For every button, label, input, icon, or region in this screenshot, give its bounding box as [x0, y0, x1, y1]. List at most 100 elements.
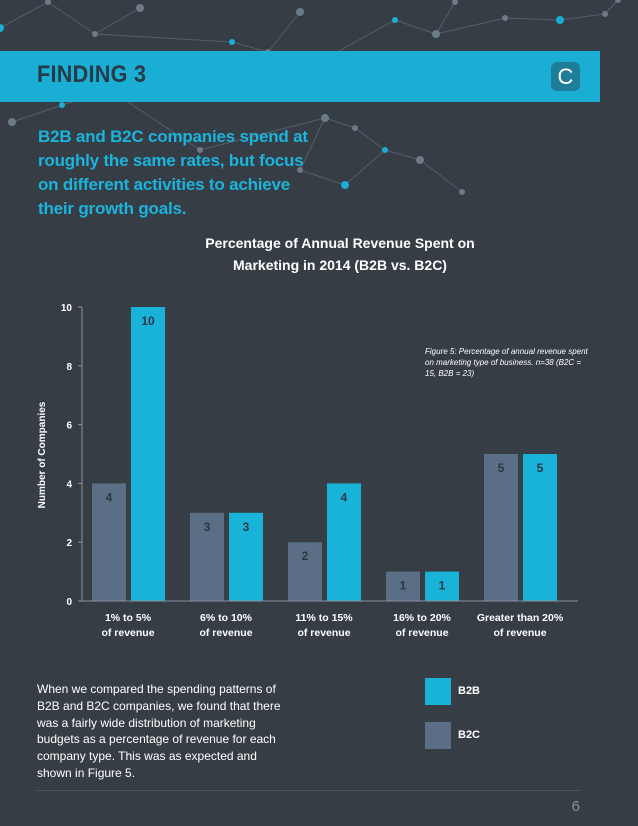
data-label-b2c: 4	[106, 490, 113, 504]
x-tick-label-line: Greater than 20%	[477, 612, 564, 624]
network-line	[199, 117, 326, 151]
network-node	[45, 0, 51, 5]
intro-line: their growth goals.	[38, 199, 187, 218]
figure-caption: Figure 5: Percentage of annual revenue s…	[425, 347, 589, 378]
network-line	[344, 149, 386, 186]
finding-title: FINDING 3	[37, 61, 147, 88]
bar-b2c	[288, 542, 322, 601]
logo-icon: C	[551, 62, 580, 91]
y-axis-label: Number of Companies	[37, 401, 48, 508]
network-node	[556, 16, 564, 24]
bar-b2b	[425, 571, 459, 601]
network-line	[231, 41, 269, 53]
x-tick-label-line: 6% to 10%	[200, 612, 253, 624]
x-tick-label: 6% to 10% of revenue	[199, 612, 252, 639]
network-line	[384, 149, 421, 161]
network-node	[615, 0, 621, 3]
chart-title-line: Marketing in 2014 (B2B vs. B2C)	[233, 257, 447, 273]
network-node	[432, 30, 440, 38]
network-node	[8, 118, 16, 126]
network-lines	[0, 0, 619, 193]
network-node	[452, 0, 458, 5]
x-tick-label-line: of revenue	[101, 627, 154, 639]
network-node	[502, 15, 508, 21]
network-node	[229, 39, 235, 45]
page-number: 6	[571, 798, 580, 815]
y-tick-label: 0	[66, 597, 72, 608]
x-tick-label: 1% to 5% of revenue	[101, 612, 154, 639]
x-tick-label-line: of revenue	[395, 627, 448, 639]
bar-b2c	[92, 483, 126, 601]
body-paragraph: When we compared the spending patterns o…	[37, 681, 307, 782]
network-line	[419, 159, 463, 193]
legend-label-b2b: B2B	[458, 685, 481, 697]
network-node	[459, 189, 465, 195]
legend-swatch-b2b	[425, 678, 451, 705]
figure-caption-line: 15, B2B = 23)	[425, 369, 474, 378]
bar-b2c	[484, 454, 518, 601]
body-line: shown in Figure 5.	[37, 765, 136, 780]
bar-b2b	[229, 512, 263, 601]
network-line	[94, 7, 141, 35]
legend-item-b2c: B2C	[425, 722, 565, 749]
network-line	[299, 117, 326, 171]
chart-title: Percentage of Annual Revenue Spent on Mar…	[205, 235, 474, 273]
finding-banner: FINDING 3 C	[0, 51, 600, 102]
x-tick-label-line: 11% to 15%	[295, 612, 353, 624]
x-tick-label-line: of revenue	[493, 627, 546, 639]
x-tick-label-line: of revenue	[199, 627, 252, 639]
network-node	[382, 147, 388, 153]
intro-heading: B2B and B2C companies spend at roughly t…	[38, 125, 318, 221]
network-node	[341, 181, 349, 189]
body-line: B2B and B2C companies, we found that the…	[37, 698, 281, 713]
network-line	[504, 17, 561, 21]
intro-line: roughly the same rates, but focus	[38, 151, 304, 170]
network-line	[94, 33, 233, 43]
data-label-b2b: 5	[537, 461, 544, 475]
network-line	[329, 19, 396, 57]
data-label-b2b: 3	[243, 520, 250, 534]
legend-item-b2b: B2B	[425, 678, 565, 705]
y-tick-label: 2	[66, 538, 72, 549]
network-line	[267, 11, 301, 53]
network-node	[0, 24, 4, 32]
network-node	[352, 125, 358, 131]
network-node	[416, 156, 424, 164]
network-line	[11, 104, 63, 123]
network-node	[92, 31, 98, 37]
body-line: was a fairly wide distribution of market…	[37, 715, 256, 730]
network-line	[354, 127, 386, 151]
network-node	[59, 102, 65, 108]
network-line	[299, 169, 346, 186]
network-line	[47, 1, 96, 35]
network-node	[392, 17, 398, 23]
data-label-b2b: 4	[341, 490, 348, 504]
network-line	[435, 1, 456, 35]
data-label-b2b: 1	[439, 579, 446, 593]
x-tick-label-line: 1% to 5%	[105, 612, 152, 624]
intro-line: on different activities to achieve	[38, 175, 291, 194]
legend-swatch-b2c	[425, 722, 451, 749]
intro-line: B2B and B2C companies spend at	[38, 127, 308, 146]
body-line: company type. This was as expected and	[37, 749, 257, 764]
network-node	[321, 114, 329, 122]
chart-title-line: Percentage of Annual Revenue Spent on	[205, 235, 474, 251]
bar-chart: Percentage of Annual Revenue Spent on Mar…	[37, 235, 589, 639]
data-label-b2c: 5	[498, 461, 505, 475]
y-tick-label: 8	[66, 362, 72, 373]
body-line: budgets as a percentage of revenue for e…	[37, 732, 276, 747]
bar-b2b	[327, 483, 361, 601]
network-node	[602, 11, 608, 17]
body-line: When we compared the spending patterns o…	[37, 682, 276, 696]
network-line	[324, 117, 356, 129]
figure-caption-line: on marketing type of business. n=38 (B2C…	[425, 358, 581, 367]
y-tick-label: 6	[66, 421, 72, 432]
network-line	[435, 17, 506, 35]
bar-b2c	[386, 571, 420, 601]
legend-label-b2c: B2C	[458, 729, 481, 741]
network-line	[0, 1, 49, 29]
x-tick-label: 11% to 15% of revenue	[295, 612, 353, 639]
data-label-b2b: 10	[141, 314, 155, 328]
x-tick-label: Greater than 20% of revenue	[477, 612, 564, 639]
data-label-b2c: 1	[400, 579, 407, 593]
